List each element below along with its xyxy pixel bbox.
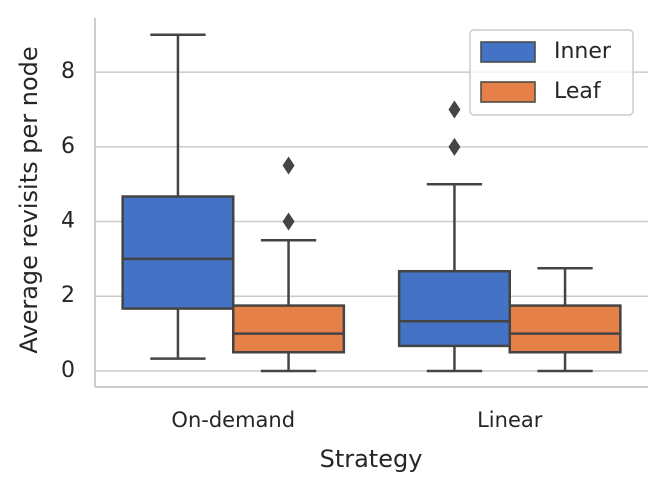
legend-swatch [480, 81, 536, 103]
y-axis-label: Average revisits per node [15, 46, 43, 353]
legend-swatch [480, 41, 536, 63]
y-tick-label: 2 [61, 283, 75, 308]
y-tick-label: 0 [61, 358, 75, 383]
outlier [448, 137, 461, 156]
outlier [282, 156, 295, 175]
box [508, 304, 622, 354]
outlier [282, 212, 295, 231]
x-tick-label: On-demand [171, 408, 295, 432]
y-tick-label: 6 [61, 134, 75, 159]
x-axis-label: Strategy [320, 445, 423, 473]
legend-label: Leaf [554, 79, 602, 104]
box [397, 269, 511, 348]
legend-label: Inner [554, 39, 612, 64]
x-tick-label: Linear [477, 408, 543, 432]
y-tick-label: 4 [61, 209, 75, 234]
outlier [448, 100, 461, 119]
box [121, 195, 235, 310]
box [232, 304, 346, 354]
y-tick-label: 8 [61, 59, 75, 84]
